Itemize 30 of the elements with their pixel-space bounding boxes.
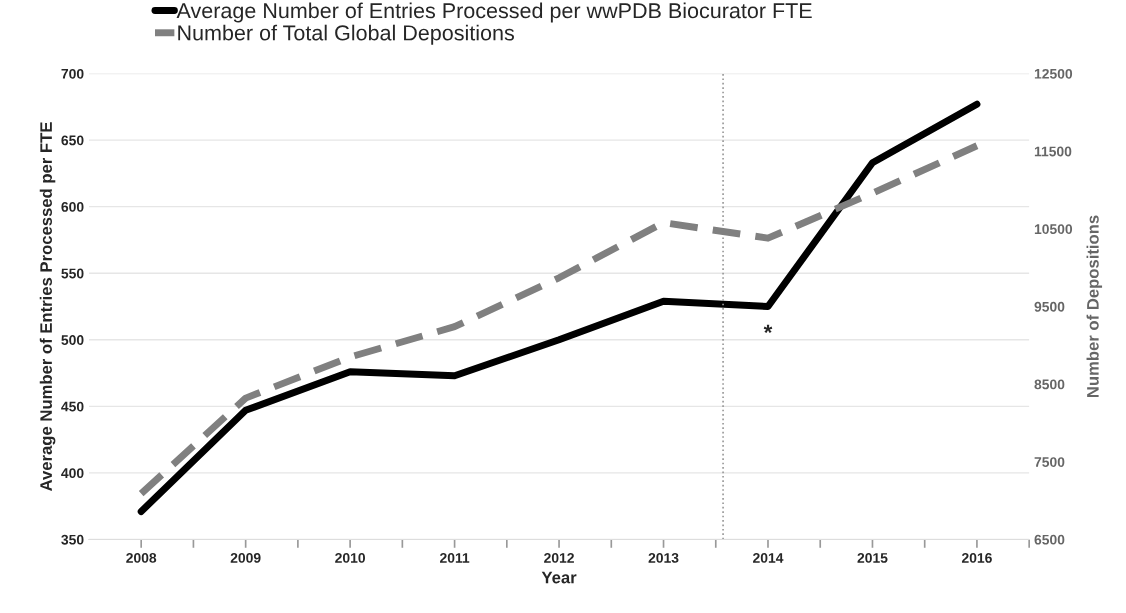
y2-tick-label: 11500	[1034, 146, 1072, 157]
y-tick-label: 500	[61, 335, 84, 345]
x-axis-title: Year	[541, 571, 577, 584]
legend-label: Number of Total Global Depositions	[178, 24, 514, 45]
y2-tick-label: 12500	[1034, 68, 1073, 79]
x-tick-label: 2009	[230, 553, 261, 563]
y2-tick-label: 6500	[1034, 534, 1065, 545]
x-tick-label: 2015	[857, 553, 888, 563]
x-tick-label: 2008	[126, 553, 157, 563]
annotation: *	[763, 324, 773, 333]
legend-label: Average Number of Entries Processed per wwPDB Biocurator FTE	[176, 2, 812, 23]
y-tick-label: 700	[61, 68, 84, 79]
x-tick-label: 2011	[440, 553, 470, 563]
x-tick-label: 2012	[544, 553, 574, 563]
x-tick-label: 2016	[961, 553, 992, 563]
y-axis-title: Average Number of Entries Processed per FTE	[39, 122, 56, 492]
y-tick-label: 550	[61, 268, 84, 279]
y-tick-label: 350	[61, 534, 84, 545]
y2-tick-label: 9500	[1034, 301, 1065, 312]
y2-tick-label: 10500	[1034, 224, 1073, 235]
y-tick-label: 450	[61, 401, 84, 412]
x-tick-label: 2013	[648, 553, 679, 563]
y-tick-label: 650	[61, 135, 84, 146]
y2-tick-label: 8500	[1034, 379, 1065, 390]
x-tick-label: 2010	[335, 553, 365, 563]
y2-axis-title: Number of Depositions	[1086, 215, 1103, 398]
y-tick-label: 600	[61, 202, 84, 212]
y-tick-label: 400	[61, 468, 84, 479]
y2-tick-label: 7500	[1034, 457, 1065, 467]
x-tick-label: 2014	[753, 553, 784, 563]
